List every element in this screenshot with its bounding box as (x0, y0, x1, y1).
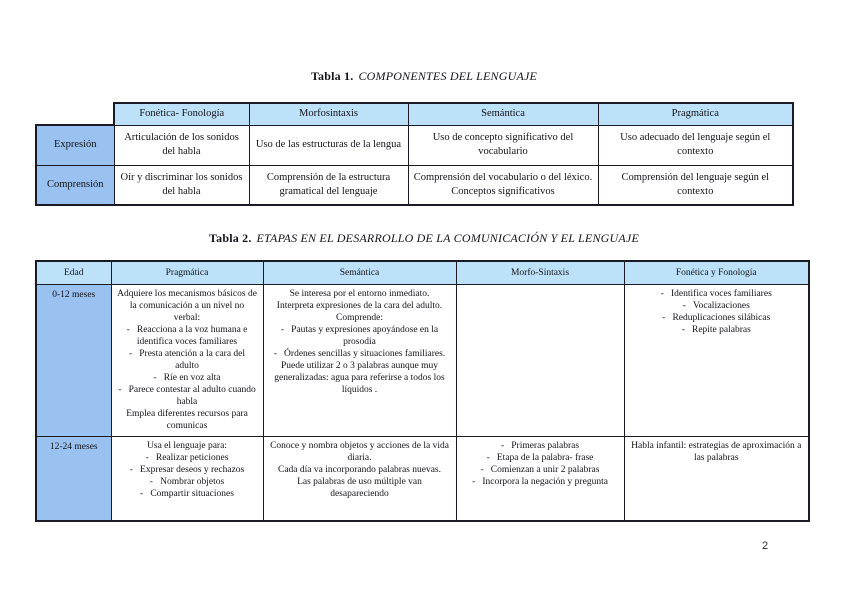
table1-data-cell: Oír y discriminar los sonidos del habla (113, 164, 250, 206)
paragraph-line: Cada día va incorporando palabras nuevas… (277, 464, 442, 475)
bullet-item: - Primeras palabras (500, 440, 580, 451)
table2-data-cell: - Primeras palabras - Etapa de la palabra… (455, 435, 625, 522)
table2-data-cell: Habla infantil: estrategias de aproximac… (623, 435, 810, 522)
table2-data-cell: - Identifica voces familiares - Vocalizac… (623, 283, 810, 437)
table1-title-prefix: Tabla 1. (310, 69, 354, 83)
paragraph-line: Usa el lenguaje para: (147, 440, 227, 451)
table1-row-label: Comprensión (35, 164, 115, 206)
table1-column-header: Fonética- Fonología (113, 102, 250, 126)
bullet-item: - Reduplicaciones silábicas (662, 312, 771, 323)
table2-age-cell: 12-24 meses (35, 435, 112, 522)
bullet-item: - Presta atención a la cara del adulto (128, 348, 246, 371)
table2-column-header: Morfo-Sintaxis (455, 260, 625, 285)
table2-data-cell: Usa el lenguaje para: - Realizar peticion… (110, 435, 264, 522)
bullet-item: - Etapa de la palabra- frase (486, 452, 594, 463)
table1-title-text: COMPONENTES DEL LENGUAJE (358, 69, 538, 83)
bullet-item: - Reacciona a la voz humana e identifica… (126, 324, 248, 347)
table1-data-cell: Comprensión del vocabulario o del léxico… (407, 164, 599, 206)
bullet-item: - Realizar peticiones (145, 452, 229, 463)
table1-data-cell: Comprensión del lenguaje según el contex… (597, 164, 794, 206)
page-number: 2 (761, 540, 769, 552)
table2-data-cell: Se interesa por el entorno inmediato. Int… (262, 283, 457, 437)
corner-spacer-cell (36, 103, 114, 125)
table2-title-text: ETAPAS EN EL DESARROLLO DE LA COMUNICACI… (256, 231, 639, 245)
bullet-item: - Incorpora la negación y pregunta (472, 476, 608, 487)
table1-row-label: Expresión (35, 124, 115, 166)
paragraph-line: Emplea diferentes recursos para comunica… (126, 408, 248, 431)
table1-data-cell: Uso de concepto significativo del vocabu… (407, 124, 599, 166)
table2-age-cell: 0-12 meses (35, 283, 112, 437)
table1-column-header: Morfosintaxis (248, 102, 409, 126)
paragraph-line: Conoce y nombra objetos y acciones de la… (270, 440, 449, 463)
paragraph-line: Comprende: (336, 312, 383, 323)
bullet-item: - Parece contestar al adulto cuando habl… (118, 384, 256, 407)
bullet-item: - Nombrar objetos (149, 476, 225, 487)
paragraph-line: Adquiere los mecanismos básicos de la co… (117, 288, 257, 323)
table1-data-cell: Uso de las estructuras de la lengua (248, 124, 409, 166)
table-etapas-desarrollo-lenguaje: Edad Pragmática Semántica Morfo-Sintaxis Fon… (35, 260, 810, 522)
table1-data-cell: Uso adecuado del lenguaje según el conte… (597, 124, 794, 166)
bullet-item: - Repite palabras (681, 324, 751, 335)
bullet-item: - Comienzan a unir 2 palabras (480, 464, 600, 475)
bullet-item: - Vocalizaciones (682, 300, 750, 311)
paragraph-line: Habla infantil: estrategias de aproximac… (631, 440, 802, 463)
paragraph-line: Las palabras de uso múltiple van desapar… (297, 476, 422, 499)
bullet-item: - Pautas y expresiones apoyándose en la … (280, 324, 439, 347)
table-componentes-del-lenguaje: Fonética- Fonología Morfosintaxis Semántic… (35, 102, 794, 206)
paragraph-line: Interpreta expresiones de la cara del ad… (276, 300, 443, 311)
table2-column-header: Semántica (262, 260, 457, 285)
bullet-item: - Compartir situaciones (140, 488, 234, 499)
paragraph-line: Se interesa por el entorno inmediato. (289, 288, 430, 299)
table1-data-cell: Comprensión de la estructura gramatical … (248, 164, 409, 206)
bullet-item: - Identifica voces familiares (660, 288, 772, 299)
table1-column-header: Semántica (407, 102, 599, 126)
table2-data-cell: Conoce y nombra objetos y acciones de la… (262, 435, 457, 522)
bullet-item: - Órdenes sencillas y situaciones famili… (273, 348, 446, 359)
bullet-item: - Expresar deseos y rechazos (129, 464, 245, 475)
table2-data-cell: Adquiere los mecanismos básicos de la co… (110, 283, 264, 437)
table2-title-prefix: Tabla 2. (209, 231, 252, 245)
table1-column-header: Pragmática (597, 102, 794, 126)
table2-data-cell (455, 283, 625, 437)
table2-column-header: Pragmática (110, 260, 264, 285)
table1-data-cell: Articulación de los sonidos del habla (113, 124, 250, 166)
bullet-item: - Ríe en voz alta (153, 372, 221, 383)
table2-column-header: Edad (35, 260, 112, 285)
table2-column-header: Fonética y Fonología (623, 260, 810, 285)
table1-title: Tabla 1. COMPONENTES DEL LENGUAJE (0, 69, 848, 84)
table2-title: Tabla 2. ETAPAS EN EL DESARROLLO DE LA CO… (0, 231, 848, 246)
paragraph-line: Puede utilizar 2 o 3 palabras aunque muy… (274, 360, 445, 395)
